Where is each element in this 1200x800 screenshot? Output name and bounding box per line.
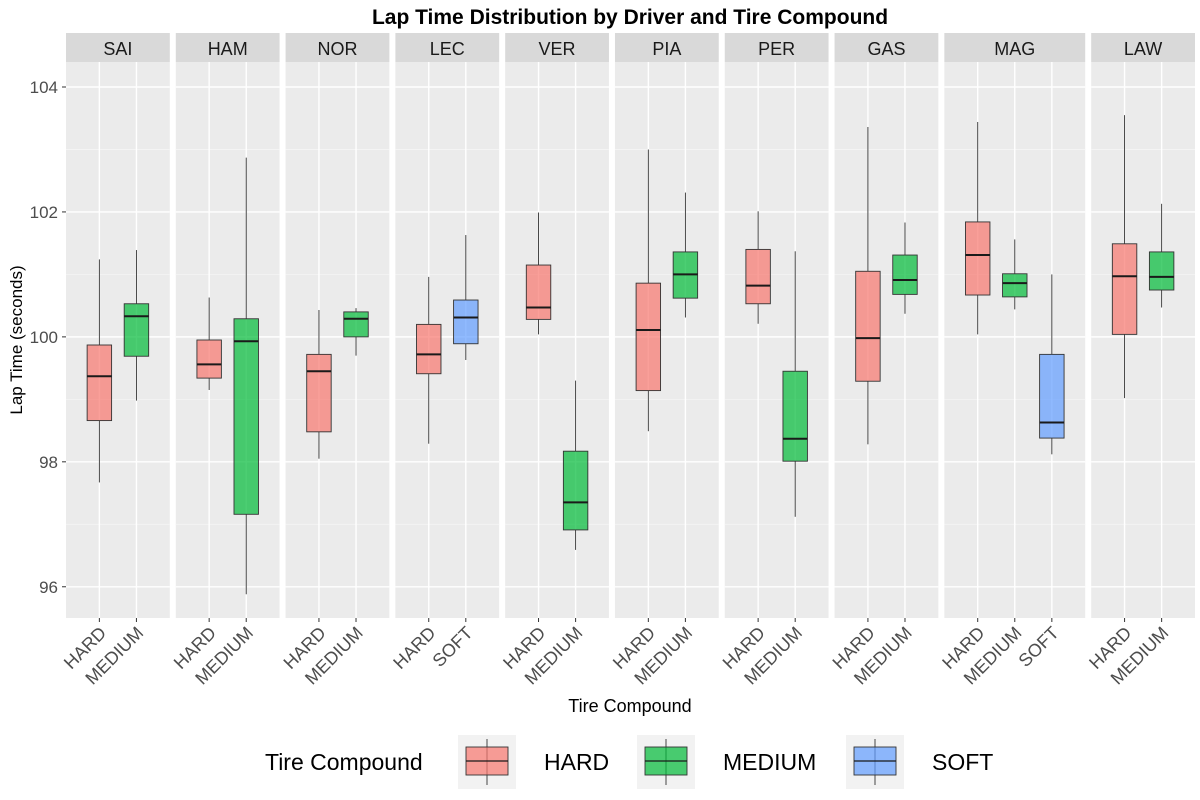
facet-strip <box>724 33 829 62</box>
facet-strip-label: LEC <box>430 39 465 59</box>
facet-strip-label: PER <box>758 39 795 59</box>
iqr-box <box>635 282 662 392</box>
facet-strip-label: LAW <box>1124 39 1162 59</box>
facet-panel-background <box>724 62 829 618</box>
y-tick-label: 104 <box>30 78 58 97</box>
iqr-box <box>745 248 771 305</box>
facet-strip <box>66 33 170 62</box>
iqr-box <box>306 353 332 433</box>
iqr-box <box>855 270 881 382</box>
chart-title: Lap Time Distribution by Driver and Tire… <box>372 6 888 29</box>
legend-label: SOFT <box>932 749 993 775</box>
y-tick-label: 96 <box>39 578 58 597</box>
facet-strip <box>1091 33 1195 62</box>
iqr-box <box>453 299 479 345</box>
legend-label: HARD <box>544 749 609 775</box>
facet-panel-background <box>505 62 609 618</box>
iqr-box <box>1148 251 1175 291</box>
iqr-box <box>562 450 589 531</box>
iqr-box <box>123 303 150 357</box>
iqr-box <box>782 370 808 462</box>
facet-strip <box>175 33 280 62</box>
iqr-box <box>196 339 222 379</box>
iqr-box <box>86 344 113 422</box>
box-law-hard: HARD <box>1085 62 1138 673</box>
x-tick-label: HARD <box>389 623 439 673</box>
facet-panel-background <box>1091 62 1195 618</box>
legend-item-medium: MEDIUM <box>637 735 816 789</box>
facet-panel-background <box>834 62 939 618</box>
x-tick-label: SOFT <box>1015 623 1063 671</box>
iqr-box <box>1111 243 1138 335</box>
iqr-box <box>1002 273 1028 298</box>
facet-strip-label: PIA <box>652 39 681 59</box>
iqr-box <box>343 311 369 338</box>
y-axis-label: Lap Time (seconds) <box>7 265 26 414</box>
facet-panel-background <box>285 62 390 618</box>
facet-panel-background <box>395 62 500 618</box>
facet-strip-label: HAM <box>208 39 248 59</box>
y-axis: 96 98 100 102 104 <box>30 78 66 597</box>
iqr-box <box>965 221 991 296</box>
legend-label: MEDIUM <box>723 749 816 775</box>
legend: Tire Compound HARD MEDIUM SOFT <box>265 735 993 789</box>
facet-strip <box>285 33 390 62</box>
iqr-box <box>1039 353 1065 439</box>
iqr-box <box>892 254 918 295</box>
facet-strip-label: VER <box>539 39 576 59</box>
facet-panel-background <box>614 62 719 618</box>
legend-item-soft: SOFT <box>846 735 993 789</box>
facet-strip <box>505 33 609 62</box>
facet-strip-label: GAS <box>867 39 905 59</box>
iqr-box <box>416 323 442 375</box>
facet-strip <box>944 33 1086 62</box>
legend-item-hard: HARD <box>458 735 609 789</box>
facet-strip <box>834 33 939 62</box>
facet-strip-label: SAI <box>103 39 132 59</box>
y-tick-label: 100 <box>30 328 58 347</box>
y-tick-label: 102 <box>30 203 58 222</box>
facet-panels: SAIHARDMEDIUMHAMHARDMEDIUMNORHARDMEDIUML… <box>60 33 1195 688</box>
y-tick-label: 98 <box>39 453 58 472</box>
iqr-box <box>525 264 552 320</box>
facet-strip-label: NOR <box>317 39 357 59</box>
x-tick-label: SOFT <box>429 623 477 671</box>
facet-panel-background <box>66 62 170 618</box>
legend-title: Tire Compound <box>265 749 423 775</box>
facet-strip-label: MAG <box>994 39 1035 59</box>
facet-strip <box>614 33 719 62</box>
facet-strip <box>395 33 500 62</box>
iqr-box <box>233 318 259 515</box>
facet-panel-background <box>175 62 280 618</box>
x-axis-label: Tire Compound <box>568 696 691 716</box>
